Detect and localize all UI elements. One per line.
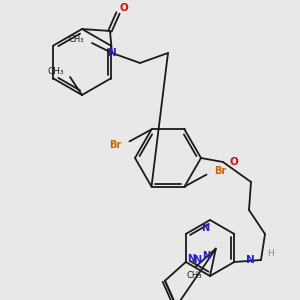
Text: N: N: [246, 255, 255, 265]
Text: Br: Br: [214, 166, 227, 176]
Text: O: O: [120, 3, 128, 13]
Text: N: N: [187, 254, 195, 264]
Text: N: N: [108, 48, 116, 58]
Text: O: O: [229, 157, 238, 167]
Text: N: N: [202, 250, 210, 261]
Text: CH₃: CH₃: [186, 271, 202, 280]
Text: N: N: [201, 223, 209, 233]
Text: H: H: [267, 250, 274, 259]
Text: CH₃: CH₃: [68, 34, 84, 43]
Text: CH₃: CH₃: [47, 68, 64, 76]
Text: Br: Br: [109, 140, 122, 150]
Text: N: N: [193, 255, 201, 265]
